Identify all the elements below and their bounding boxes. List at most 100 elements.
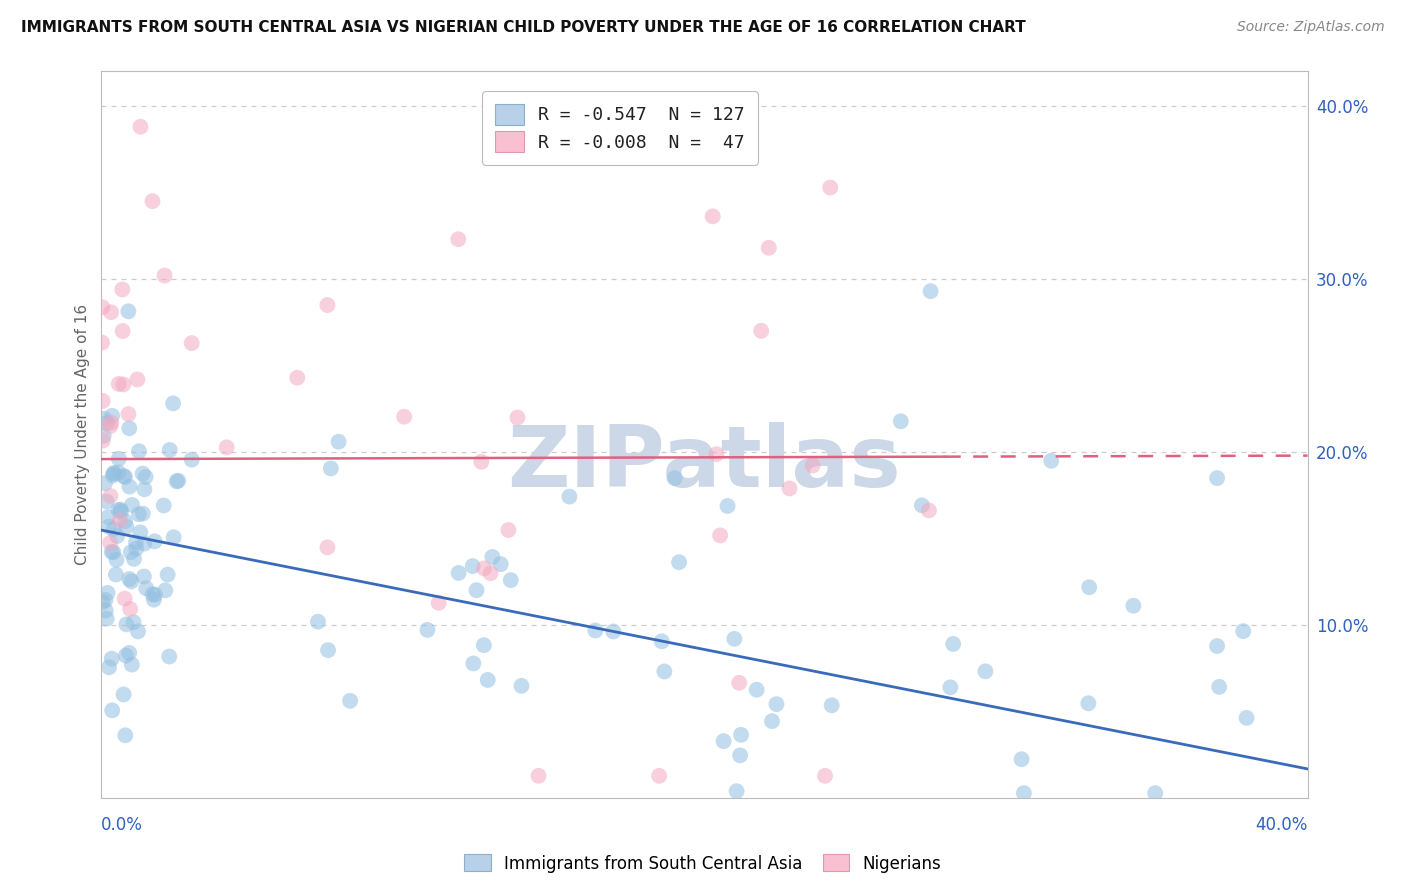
Point — [129, 525, 152, 540]
Point — [115, 648, 138, 663]
Point — [1232, 624, 1254, 639]
Point — [706, 447, 728, 461]
Point — [479, 566, 502, 581]
Point — [558, 490, 581, 504]
Point — [111, 324, 134, 338]
Point — [498, 523, 520, 537]
Point — [112, 687, 135, 701]
Point — [1206, 471, 1229, 485]
Point — [481, 549, 503, 564]
Point — [93, 429, 115, 443]
Point — [1077, 696, 1099, 710]
Point — [472, 638, 495, 652]
Point — [702, 210, 724, 224]
Point — [156, 567, 179, 582]
Point — [761, 714, 783, 728]
Point — [142, 587, 165, 601]
Point — [506, 410, 529, 425]
Point — [128, 507, 150, 521]
Point — [779, 482, 801, 496]
Point — [307, 615, 329, 629]
Point — [98, 660, 121, 674]
Point — [974, 665, 997, 679]
Point — [477, 673, 499, 687]
Point — [107, 503, 129, 517]
Point — [651, 634, 673, 648]
Point — [821, 698, 844, 713]
Point — [117, 407, 139, 421]
Point — [115, 519, 138, 533]
Point — [920, 284, 942, 298]
Point — [152, 499, 174, 513]
Point — [155, 583, 177, 598]
Point — [120, 602, 142, 616]
Point — [1078, 580, 1101, 594]
Point — [91, 434, 114, 448]
Point — [125, 541, 148, 556]
Point — [728, 675, 751, 690]
Point — [472, 561, 495, 575]
Point — [392, 409, 415, 424]
Point — [416, 623, 439, 637]
Point — [131, 467, 153, 481]
Point — [499, 573, 522, 587]
Point — [166, 475, 188, 489]
Point — [157, 649, 180, 664]
Point — [939, 681, 962, 695]
Point — [918, 503, 941, 517]
Point — [447, 232, 470, 246]
Point — [100, 416, 122, 430]
Point — [1208, 680, 1230, 694]
Point — [730, 728, 752, 742]
Point — [510, 679, 533, 693]
Point — [96, 494, 118, 508]
Point — [114, 591, 136, 606]
Point — [153, 268, 176, 283]
Point — [107, 466, 129, 480]
Point — [167, 474, 190, 488]
Point — [1206, 639, 1229, 653]
Text: Source: ZipAtlas.com: Source: ZipAtlas.com — [1237, 20, 1385, 34]
Point — [105, 553, 128, 567]
Text: IMMIGRANTS FROM SOUTH CENTRAL ASIA VS NIGERIAN CHILD POVERTY UNDER THE AGE OF 16: IMMIGRANTS FROM SOUTH CENTRAL ASIA VS NI… — [21, 20, 1026, 35]
Point — [820, 180, 842, 194]
Point — [114, 728, 136, 742]
Point — [142, 592, 165, 607]
Point — [91, 335, 114, 350]
Point — [94, 476, 117, 491]
Point — [101, 468, 124, 483]
Point — [602, 624, 624, 639]
Point — [664, 471, 686, 485]
Point — [107, 376, 129, 391]
Point — [112, 377, 135, 392]
Point — [118, 421, 141, 435]
Point — [143, 534, 166, 549]
Legend: R = -0.547  N = 127, R = -0.008  N =  47: R = -0.547 N = 127, R = -0.008 N = 47 — [482, 91, 758, 165]
Point — [127, 624, 149, 639]
Point — [583, 624, 606, 638]
Point — [709, 528, 731, 542]
Point — [103, 545, 125, 559]
Point — [162, 396, 184, 410]
Point — [447, 566, 470, 580]
Point — [134, 536, 156, 550]
Text: 40.0%: 40.0% — [1256, 816, 1308, 834]
Point — [97, 510, 120, 524]
Point — [120, 574, 142, 589]
Point — [134, 483, 156, 497]
Point — [120, 545, 142, 559]
Point — [180, 452, 202, 467]
Point — [93, 411, 115, 425]
Point — [911, 499, 934, 513]
Point — [97, 519, 120, 533]
Text: 0.0%: 0.0% — [101, 816, 143, 834]
Point — [890, 414, 912, 428]
Point — [132, 507, 155, 521]
Point — [101, 409, 124, 423]
Point — [163, 530, 186, 544]
Point — [470, 455, 492, 469]
Point — [103, 522, 125, 536]
Point — [716, 499, 738, 513]
Point — [339, 694, 361, 708]
Point — [135, 582, 157, 596]
